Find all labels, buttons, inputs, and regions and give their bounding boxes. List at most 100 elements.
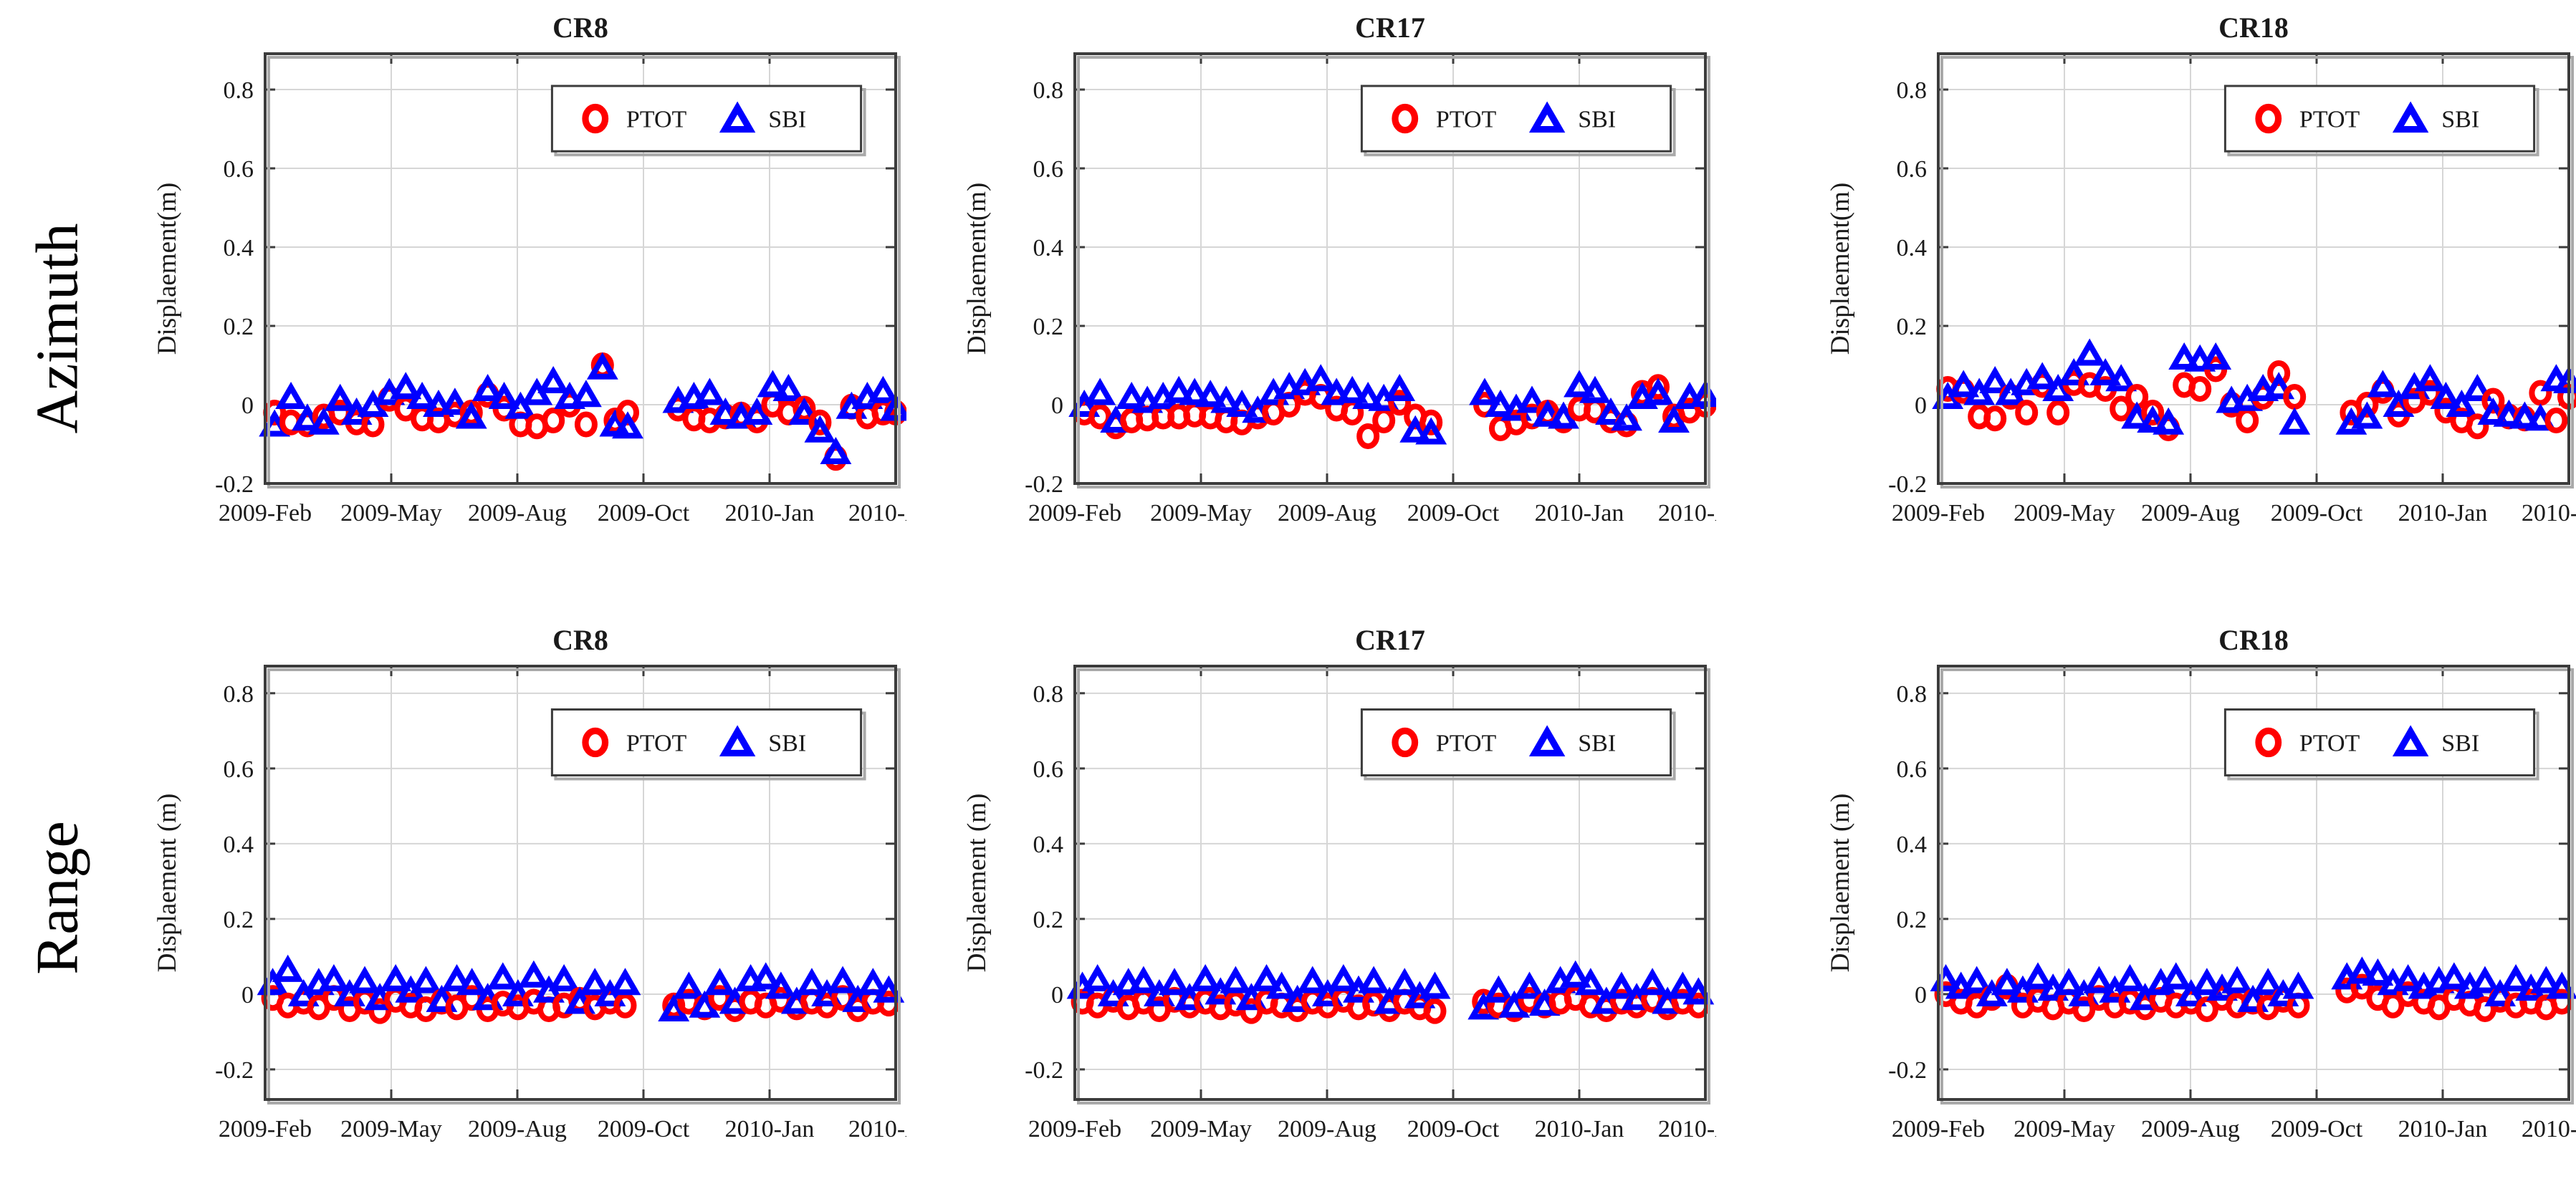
sbi-data-point — [1415, 417, 1447, 445]
sbi-data-point — [2530, 966, 2562, 993]
sbi-data-point — [2042, 374, 2074, 402]
sbi-data-point — [658, 993, 690, 1021]
legend-sbi-triangle-icon — [719, 725, 756, 757]
sbi-data-point — [1194, 380, 1227, 408]
sbi-data-point — [1389, 968, 1421, 996]
sbi-data-point — [1250, 963, 1283, 991]
sbi-data-point — [704, 968, 736, 996]
x-tick-label: 2009-May — [2014, 500, 2115, 526]
sbi-data-point — [1548, 401, 1579, 429]
x-tick-label: 2009-May — [1150, 500, 1252, 526]
sbi-data-point — [820, 436, 852, 465]
ptot-data-point — [542, 408, 565, 434]
plot-title: CR18 — [2218, 624, 2289, 656]
x-tick-label: 2010-Apr — [848, 500, 906, 526]
sbi-data-point — [2362, 958, 2394, 986]
sbi-data-point — [2006, 975, 2039, 1003]
ptot-data-point — [2188, 376, 2212, 403]
sbi-data-point — [1574, 968, 1607, 996]
ptot-data-point — [1388, 390, 1412, 416]
plot-cr8-azimuth: CR8 Displaement(m) 0.8 0.6 0.4 0.2 0 -0.22009-F… — [153, 11, 906, 526]
sbi-data-point — [2438, 962, 2470, 990]
sbi-data-point — [1399, 415, 1432, 443]
sbi-data-point — [2137, 405, 2169, 433]
y-tick-label: 0.6 — [1033, 756, 1064, 783]
sbi-data-point — [1513, 971, 1546, 999]
legend-label-sbi: SBI — [2441, 107, 2479, 133]
sbi-data-point — [827, 966, 859, 993]
y-axis-label: Displaement(m) — [962, 183, 992, 355]
sbi-data-point — [439, 388, 471, 415]
legend-ptot-circle-icon — [582, 727, 609, 758]
sbi-data-point — [1595, 398, 1627, 425]
sbi-data-point — [867, 375, 899, 403]
x-tick-label: 2010-Apr — [1658, 1116, 1716, 1142]
x-tick-label: 2010-Jan — [2398, 1116, 2488, 1142]
x-tick-label: 2009-Aug — [468, 1116, 567, 1142]
sbi-data-point — [741, 398, 773, 425]
y-tick-label: 0.2 — [1897, 907, 1928, 933]
ptot-data-point — [1647, 374, 1670, 400]
ptot-data-point — [2110, 395, 2133, 422]
y-tick-label: 0.8 — [1033, 681, 1064, 708]
sbi-data-point — [2022, 962, 2054, 990]
ptot-data-point — [2466, 413, 2489, 440]
x-tick-label: 2009-Aug — [1278, 1116, 1376, 1142]
sbi-data-point — [307, 407, 340, 435]
sbi-data-point — [1682, 977, 1715, 1005]
y-tick-label: 0.2 — [1033, 907, 1064, 933]
sbi-data-point — [2546, 971, 2576, 999]
sbi-data-point — [1674, 382, 1705, 410]
ptot-data-point — [2141, 400, 2165, 426]
axis-box — [264, 665, 897, 1101]
x-tick-label: 2009-Oct — [2271, 500, 2363, 526]
legend-label-ptot: PTOT — [2299, 107, 2360, 133]
sbi-data-point — [1296, 966, 1328, 993]
x-tick-label: 2009-Feb — [1892, 1116, 1985, 1142]
sbi-data-point — [1384, 374, 1416, 402]
sbi-data-point — [570, 380, 602, 408]
sbi-data-point — [1116, 382, 1148, 410]
ptot-data-point — [2381, 992, 2405, 1019]
sbi-data-point — [1642, 377, 1674, 405]
sbi-data-point — [2190, 968, 2223, 996]
legend-sbi-triangle-icon — [719, 101, 756, 133]
ptot-data-point — [2355, 392, 2379, 418]
sbi-data-point — [423, 390, 454, 418]
sbi-data-point — [2089, 358, 2122, 386]
sbi-data-point — [1084, 377, 1116, 405]
y-tick-label: 0.6 — [224, 156, 254, 183]
sbi-data-point — [1081, 963, 1114, 991]
legend-label-sbi: SBI — [1578, 107, 1616, 133]
y-tick-label: 0 — [241, 393, 254, 419]
sbi-data-point — [410, 966, 442, 993]
legend-label-sbi: SBI — [768, 730, 806, 756]
sbi-data-point — [441, 963, 473, 991]
sbi-data-point — [2221, 966, 2254, 993]
ptot-data-point — [2529, 380, 2552, 406]
sbi-data-point — [2168, 342, 2201, 370]
sbi-data-point — [2279, 407, 2311, 435]
ptot-data-point — [368, 998, 392, 1024]
y-axis-label: Displaement (m) — [962, 794, 992, 973]
y-tick-label: 0 — [1051, 982, 1063, 1009]
sbi-data-point — [1948, 370, 1980, 398]
sbi-data-point — [517, 960, 550, 988]
y-tick-label: 0.8 — [1897, 681, 1928, 708]
ptot-data-point — [613, 992, 637, 1019]
x-tick-label: 2009-Aug — [2141, 1116, 2240, 1142]
sbi-data-point — [349, 966, 380, 993]
sbi-data-point — [2446, 390, 2478, 418]
y-tick-label: 0 — [1915, 982, 1927, 1009]
y-tick-label: -0.2 — [215, 471, 254, 498]
y-tick-label: 0.6 — [224, 756, 254, 783]
x-tick-label: 2009-Aug — [2141, 500, 2240, 526]
sbi-data-point — [873, 975, 905, 1003]
x-tick-label: 2009-Aug — [468, 500, 567, 526]
y-tick-label: 0.2 — [1033, 314, 1064, 340]
sbi-data-point — [609, 968, 641, 996]
sbi-data-point — [586, 352, 618, 380]
plot-title: CR8 — [552, 624, 608, 656]
sbi-data-point — [471, 374, 504, 402]
